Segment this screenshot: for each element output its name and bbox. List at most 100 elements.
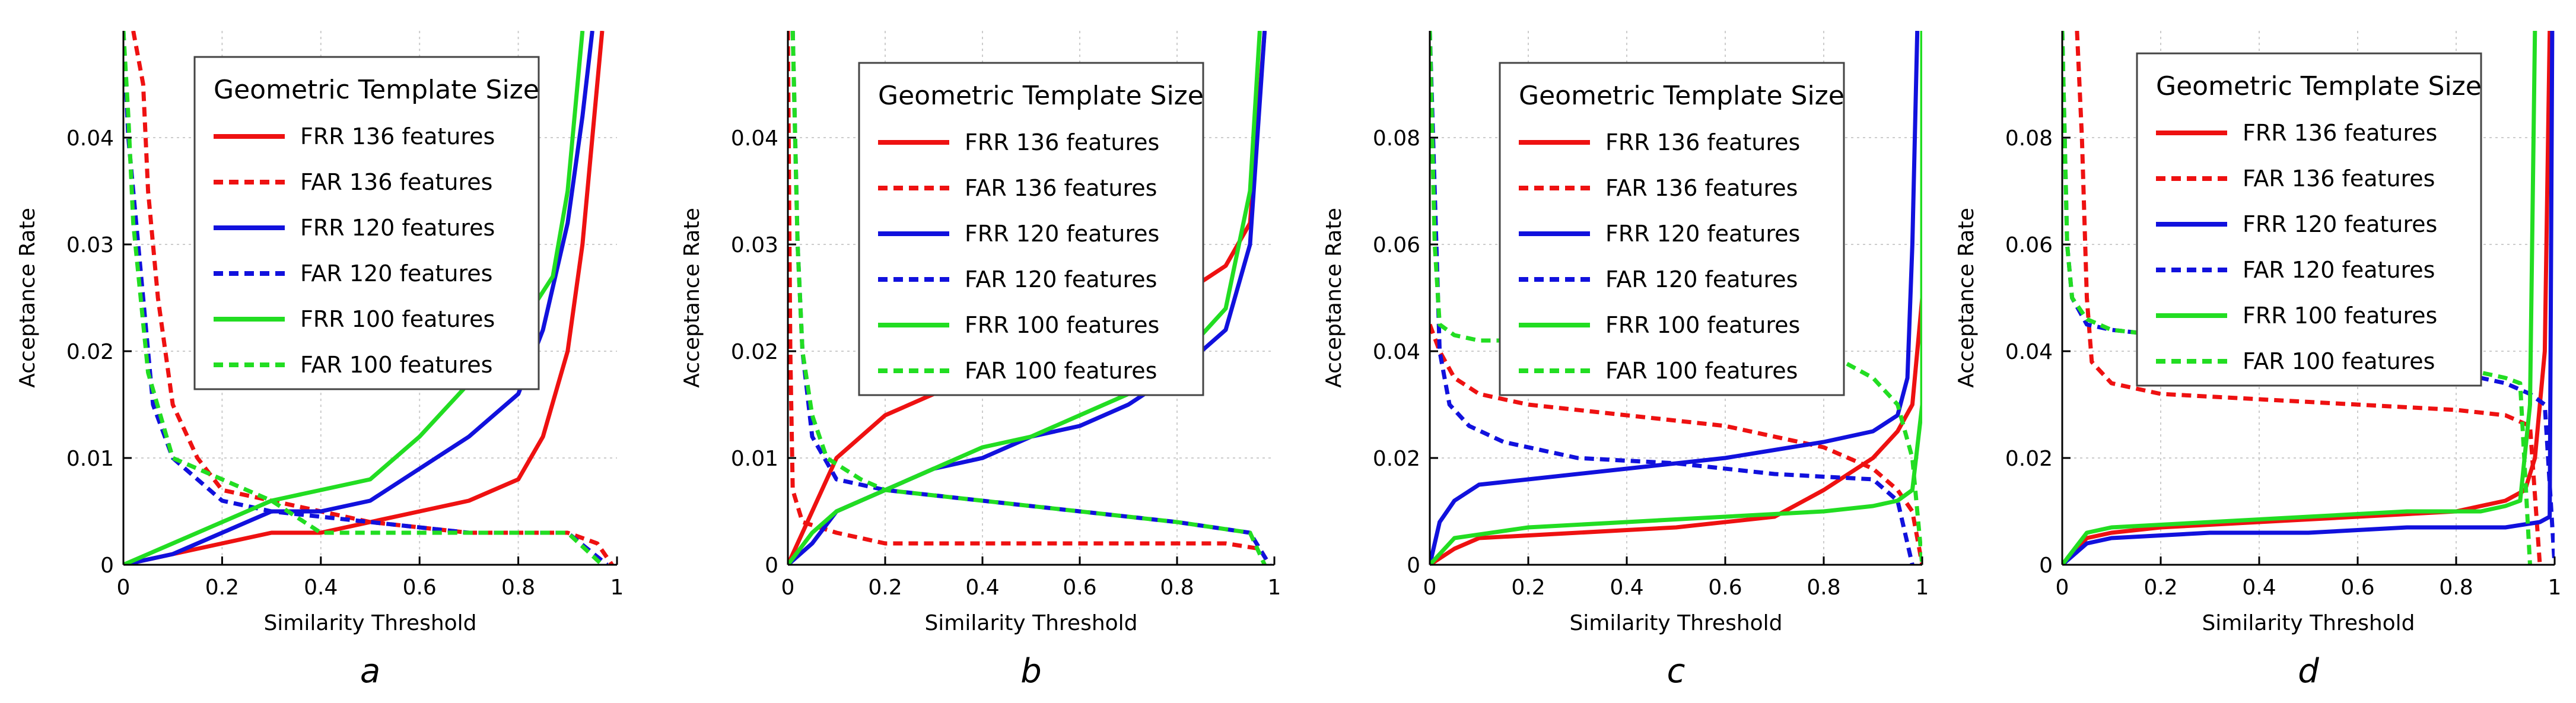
y-tick-label: 0.01: [66, 447, 114, 471]
legend-entry-label: FAR 100 features: [1605, 358, 1798, 384]
series-line-frr-100-features: [1430, 31, 1922, 565]
x-tick-label: 0: [2056, 575, 2069, 600]
legend-entry-label: FAR 136 features: [2243, 166, 2435, 192]
series-line-frr-136-features: [123, 31, 605, 565]
legend-entry-label: FAR 120 features: [1605, 266, 1798, 292]
legend-entry-label: FRR 100 features: [2243, 303, 2437, 329]
series-line-frr-100-features: [123, 31, 585, 565]
y-axis-label: Acceptance Rate: [680, 208, 704, 388]
y-tick-label: 0: [2039, 554, 2053, 578]
y-tick-label: 0.02: [2005, 447, 2053, 471]
legend-entry-label: FRR 100 features: [1605, 312, 1800, 338]
chart-panel-d: 0 0.2 0.4 0.6 0.8 1 0 0.02 0.04 0.06 0.08 Similarit…: [1954, 31, 2561, 691]
series-line-far-136-features: [1430, 323, 1922, 565]
y-tick-label: 0.03: [66, 233, 114, 257]
x-tick-label: 0.4: [1610, 575, 1643, 600]
y-tick-label: 0.04: [66, 126, 114, 151]
legend-title: Geometric Template Size: [214, 75, 539, 105]
legend-title: Geometric Template Size: [1519, 81, 1844, 111]
x-tick-label: 0.8: [501, 575, 535, 600]
x-tick-label: 0.6: [1063, 575, 1096, 600]
x-tick-label: 1: [1268, 575, 1281, 600]
series-line-far-136-features: [788, 31, 1271, 565]
x-axis-label: Similarity Threshold: [263, 611, 476, 635]
chart-panel-c: 0 0.2 0.4 0.6 0.8 1 0 0.02 0.04 0.06 0.08 Similarit…: [1322, 31, 1929, 691]
series-line-frr-120-features: [2062, 31, 2555, 565]
x-tick-label: 0.2: [868, 575, 902, 600]
x-axis-label: Similarity Threshold: [924, 611, 1137, 635]
legend-entry-label: FRR 100 features: [965, 312, 1159, 338]
legend-entry-label: FRR 136 features: [2243, 120, 2437, 146]
y-axis-label: Acceptance Rate: [1954, 208, 1979, 388]
y-tick-label: 0.04: [1373, 340, 1420, 364]
y-tick-label: 0.04: [2005, 340, 2053, 364]
series-line-frr-100-features: [788, 31, 1262, 565]
legend: Geometric Template Size FRR 136 features F…: [193, 56, 540, 390]
series-line-frr-120-features: [123, 31, 594, 565]
legend-entry-label: FAR 136 features: [300, 169, 492, 195]
x-tick-label: 0.8: [1160, 575, 1194, 600]
series-line-far-100-features: [1430, 31, 1922, 565]
legend-entry-label: FRR 120 features: [1605, 221, 1800, 247]
legend: Geometric Template Size FRR 136 features F…: [2136, 52, 2482, 387]
legend-entry-label: FAR 120 features: [2243, 257, 2435, 283]
legend-entry-label: FRR 120 features: [2243, 211, 2437, 237]
legend-entry-label: FRR 100 features: [300, 306, 495, 332]
y-tick-label: 0.02: [66, 340, 114, 364]
legend: Geometric Template Size FRR 136 features F…: [1499, 62, 1845, 396]
legend: Geometric Template Size FRR 136 features F…: [858, 62, 1204, 396]
x-axis-label: Similarity Threshold: [2202, 611, 2415, 635]
y-tick-label: 0: [1407, 554, 1420, 578]
legend-entry-label: FRR 120 features: [300, 215, 495, 241]
legend-entry-label: FRR 136 features: [965, 129, 1159, 155]
x-tick-label: 0.6: [403, 575, 437, 600]
x-tick-label: 0.4: [965, 575, 999, 600]
chart-panel-a: 0 0.2 0.4 0.6 0.8 1 0 0.01 0.02 0.03 0.04 Similarit…: [15, 31, 624, 691]
x-tick-label: 0.2: [2144, 575, 2177, 600]
x-tick-label: 0.2: [1511, 575, 1545, 600]
series-line-frr-120-features: [1430, 31, 1920, 565]
legend-entry-label: FAR 136 features: [965, 175, 1157, 201]
series-line-frr-136-features: [2062, 31, 2552, 565]
legend-entry-label: FAR 100 features: [2243, 348, 2435, 374]
chart-panel-b: 0 0.2 0.4 0.6 0.8 1 0 0.01 0.02 0.03 0.04 Similarit…: [680, 31, 1281, 691]
x-tick-label: 0.8: [2439, 575, 2473, 600]
x-tick-label: 0.2: [205, 575, 239, 600]
x-tick-label: 1: [610, 575, 624, 600]
y-tick-label: 0: [100, 554, 114, 578]
legend-box: [858, 62, 1204, 396]
legend-entry-label: FAR 100 features: [965, 358, 1157, 384]
panel-label: b: [1020, 652, 1042, 691]
x-tick-label: 0.6: [2340, 575, 2374, 600]
legend-box: [1499, 62, 1845, 396]
x-tick-label: 0: [781, 575, 795, 600]
x-tick-label: 0.8: [1807, 575, 1840, 600]
legend-title: Geometric Template Size: [878, 81, 1204, 111]
y-tick-label: 0.02: [731, 340, 778, 364]
y-tick-label: 0.01: [731, 447, 778, 471]
y-tick-label: 0.02: [1373, 447, 1420, 471]
legend-title: Geometric Template Size: [2156, 71, 2482, 101]
x-tick-label: 1: [2548, 575, 2562, 600]
y-tick-label: 0.04: [731, 126, 778, 151]
legend-entry-label: FRR 136 features: [1605, 129, 1800, 155]
x-tick-label: 0.4: [2242, 575, 2276, 600]
legend-box: [193, 56, 540, 390]
y-tick-label: 0.06: [2005, 233, 2053, 257]
legend-entry-label: FRR 136 features: [300, 123, 495, 149]
x-tick-label: 0: [1423, 575, 1437, 600]
legend-entry-label: FAR 136 features: [1605, 175, 1798, 201]
series-line-far-100-features: [123, 31, 604, 565]
x-tick-label: 0.4: [304, 575, 338, 600]
legend-entry-label: FRR 120 features: [965, 221, 1159, 247]
series-line-far-100-features: [790, 31, 1267, 565]
y-tick-label: 0.08: [1373, 126, 1420, 151]
y-tick-label: 0.06: [1373, 233, 1420, 257]
legend-entry-label: FAR 100 features: [300, 352, 492, 378]
panel-label: a: [360, 652, 380, 691]
y-axis-label: Acceptance Rate: [1322, 208, 1346, 388]
series-line-far-136-features: [2075, 31, 2542, 565]
y-tick-label: 0: [765, 554, 778, 578]
panel-label: d: [2298, 652, 2319, 691]
